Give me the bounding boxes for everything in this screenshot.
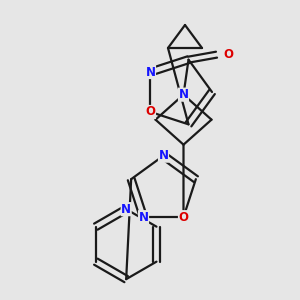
Text: N: N — [158, 149, 169, 162]
Text: O: O — [224, 48, 233, 61]
Text: O: O — [178, 211, 188, 224]
Text: N: N — [146, 65, 155, 79]
Text: N: N — [139, 211, 148, 224]
Text: O: O — [146, 106, 155, 118]
Text: N: N — [121, 203, 131, 216]
Text: N: N — [178, 88, 188, 101]
